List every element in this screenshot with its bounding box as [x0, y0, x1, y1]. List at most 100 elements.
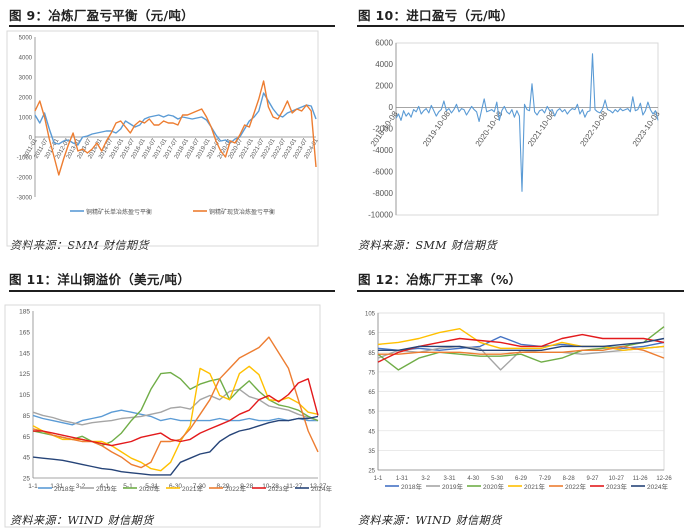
c11-legend-label: 2023年: [268, 484, 289, 493]
c12-x-tick-label: 9-27: [586, 476, 599, 482]
c11-series-line: [32, 415, 319, 476]
c12-legend-label: 2024年: [647, 482, 668, 491]
c11-series-line: [32, 371, 319, 447]
c12-legend-label: 2020年: [483, 482, 504, 491]
c11-legend-label: 2020年: [139, 484, 160, 493]
c11-y-tick-label: 165: [19, 329, 30, 336]
c11-x-tick-label: 5-1: [123, 483, 133, 490]
c12-x-tick-label: 6-29: [515, 476, 528, 482]
chart-title-9: 图 9：冶炼厂盈亏平衡（元/吨）: [9, 8, 194, 23]
source-note-12: 资料来源：WIND 财信期货: [358, 514, 502, 527]
c9-y-tick-label: 0: [29, 136, 33, 142]
title-rule-9: [9, 25, 335, 27]
c12-x-tick-label: 12-26: [656, 476, 672, 482]
c12-series-line: [378, 337, 665, 351]
c10-y-tick-label: -10000: [368, 211, 393, 220]
c12-series-line: [378, 345, 665, 359]
c12-y-tick-label: 35: [368, 449, 375, 455]
c11-series-line: [32, 409, 318, 426]
title-rule-12: [357, 290, 684, 292]
c12-y-tick-label: 45: [368, 429, 375, 435]
c10-y-tick-label: -8000: [373, 189, 394, 198]
c12-x-tick-label: 3-2: [421, 476, 430, 482]
c12-y-tick-label: 65: [368, 390, 375, 396]
c9-chart-frame: [6, 30, 319, 247]
c12-y-tick-label: 95: [368, 331, 375, 337]
source-note-10: 资料来源：SMM 财信期货: [358, 239, 498, 252]
c12-legend-label: 2022年: [565, 482, 586, 491]
title-rule-10: [357, 25, 684, 27]
c10-x-tick-label: 2023-10-08: [631, 109, 662, 148]
c10-y-tick-label: -6000: [373, 168, 394, 177]
c11-x-tick-label: 12-27: [310, 483, 327, 490]
c10-y-tick-label: 2000: [375, 82, 393, 91]
c10-y-tick-label: 6000: [375, 39, 393, 48]
c10-x-tick-label: 2021-10-08: [526, 109, 557, 148]
c11-legend-label: 2021年: [182, 484, 203, 493]
c11-x-tick-label: 9-28: [240, 483, 253, 490]
c11-y-tick-label: 45: [23, 455, 31, 462]
c9-series-line: [34, 80, 317, 176]
c12-y-tick-label: 85: [368, 351, 375, 357]
c9-y-tick-label: -2000: [17, 176, 33, 182]
c11-series-line: [32, 365, 319, 472]
c9-y-tick-label: 3000: [19, 76, 33, 82]
c10-y-tick-label: -4000: [373, 146, 394, 155]
c11-legend-label: 2022年: [225, 484, 246, 493]
c12-y-tick-label: 25: [368, 469, 375, 475]
c12-y-tick-label: 105: [365, 312, 376, 318]
c10-y-tick-label: 4000: [375, 60, 393, 69]
c9-series-line: [34, 92, 317, 146]
chart-title-10: 图 10：进口盈亏（元/吨）: [358, 8, 514, 23]
c9-y-tick-label: 5000: [19, 36, 33, 42]
c11-y-tick-label: 185: [19, 309, 30, 316]
c12-x-tick-label: 1-1: [374, 476, 383, 482]
c12-series-line: [377, 328, 665, 351]
c9-y-tick-label: 2000: [19, 96, 33, 102]
c11-legend-label: 2024年: [311, 484, 332, 493]
c11-y-tick-label: 125: [19, 371, 30, 378]
c11-legend-label: 2019年: [96, 484, 117, 493]
c12-x-tick-label: 4-30: [467, 476, 480, 482]
c9-legend-label: 铜精矿现货冶炼盈亏平衡: [209, 208, 275, 216]
c11-x-tick-label: 8-29: [216, 483, 229, 490]
c12-y-tick-label: 75: [368, 370, 375, 376]
c11-y-tick-label: 85: [23, 413, 31, 420]
c9-y-tick-label: -1000: [17, 156, 33, 162]
c10-x-tick-label: 2020-10-08: [474, 109, 505, 148]
c11-x-tick-label: 3-2: [76, 483, 86, 490]
c12-y-tick-label: 55: [368, 410, 375, 416]
c12-x-tick-label: 11-26: [633, 476, 649, 482]
c12-x-tick-label: 10-27: [609, 476, 625, 482]
c10-y-tick-label: 0: [389, 103, 394, 112]
c11-x-tick-label: 1-1: [28, 483, 38, 490]
c9-y-tick-label: 1000: [19, 116, 33, 122]
c12-legend-label: 2018年: [401, 482, 422, 491]
c12-series-line: [377, 333, 665, 363]
c11-x-tick-label: 11-27: [286, 483, 303, 490]
c11-y-tick-label: 65: [23, 434, 31, 441]
c12-x-tick-label: 1-31: [396, 476, 409, 482]
c12-legend-label: 2023年: [606, 482, 627, 491]
chart-title-11: 图 11：洋山铜溢价（美元/吨）: [9, 272, 191, 287]
c9-y-tick-label: 4000: [19, 56, 33, 62]
c12-x-tick-label: 3-31: [443, 476, 456, 482]
c12-legend-label: 2021年: [524, 482, 545, 491]
c12-legend-label: 2019年: [442, 482, 463, 491]
c11-x-tick-label: 10-28: [262, 483, 279, 490]
c11-legend-label: 2018年: [54, 484, 75, 493]
c10-series-line: [395, 53, 659, 192]
c11-x-tick-label: 1-31: [50, 483, 63, 490]
c11-series-line: [33, 378, 319, 447]
c11-x-tick-label: 4-1: [100, 483, 110, 490]
c9-y-tick-label: -3000: [17, 196, 33, 202]
c11-x-tick-label: 5-31: [145, 483, 158, 490]
c12-x-tick-label: 5-30: [491, 476, 504, 482]
c9-legend-label: 铜精矿长单冶炼盈亏平衡: [86, 208, 152, 216]
c11-x-tick-label: 7-30: [193, 483, 206, 490]
c12-x-tick-label: 7-29: [539, 476, 552, 482]
source-note-11: 资料来源：WIND 财信期货: [10, 514, 154, 527]
c11-series-line: [32, 388, 319, 426]
c11-y-tick-label: 25: [23, 476, 31, 483]
